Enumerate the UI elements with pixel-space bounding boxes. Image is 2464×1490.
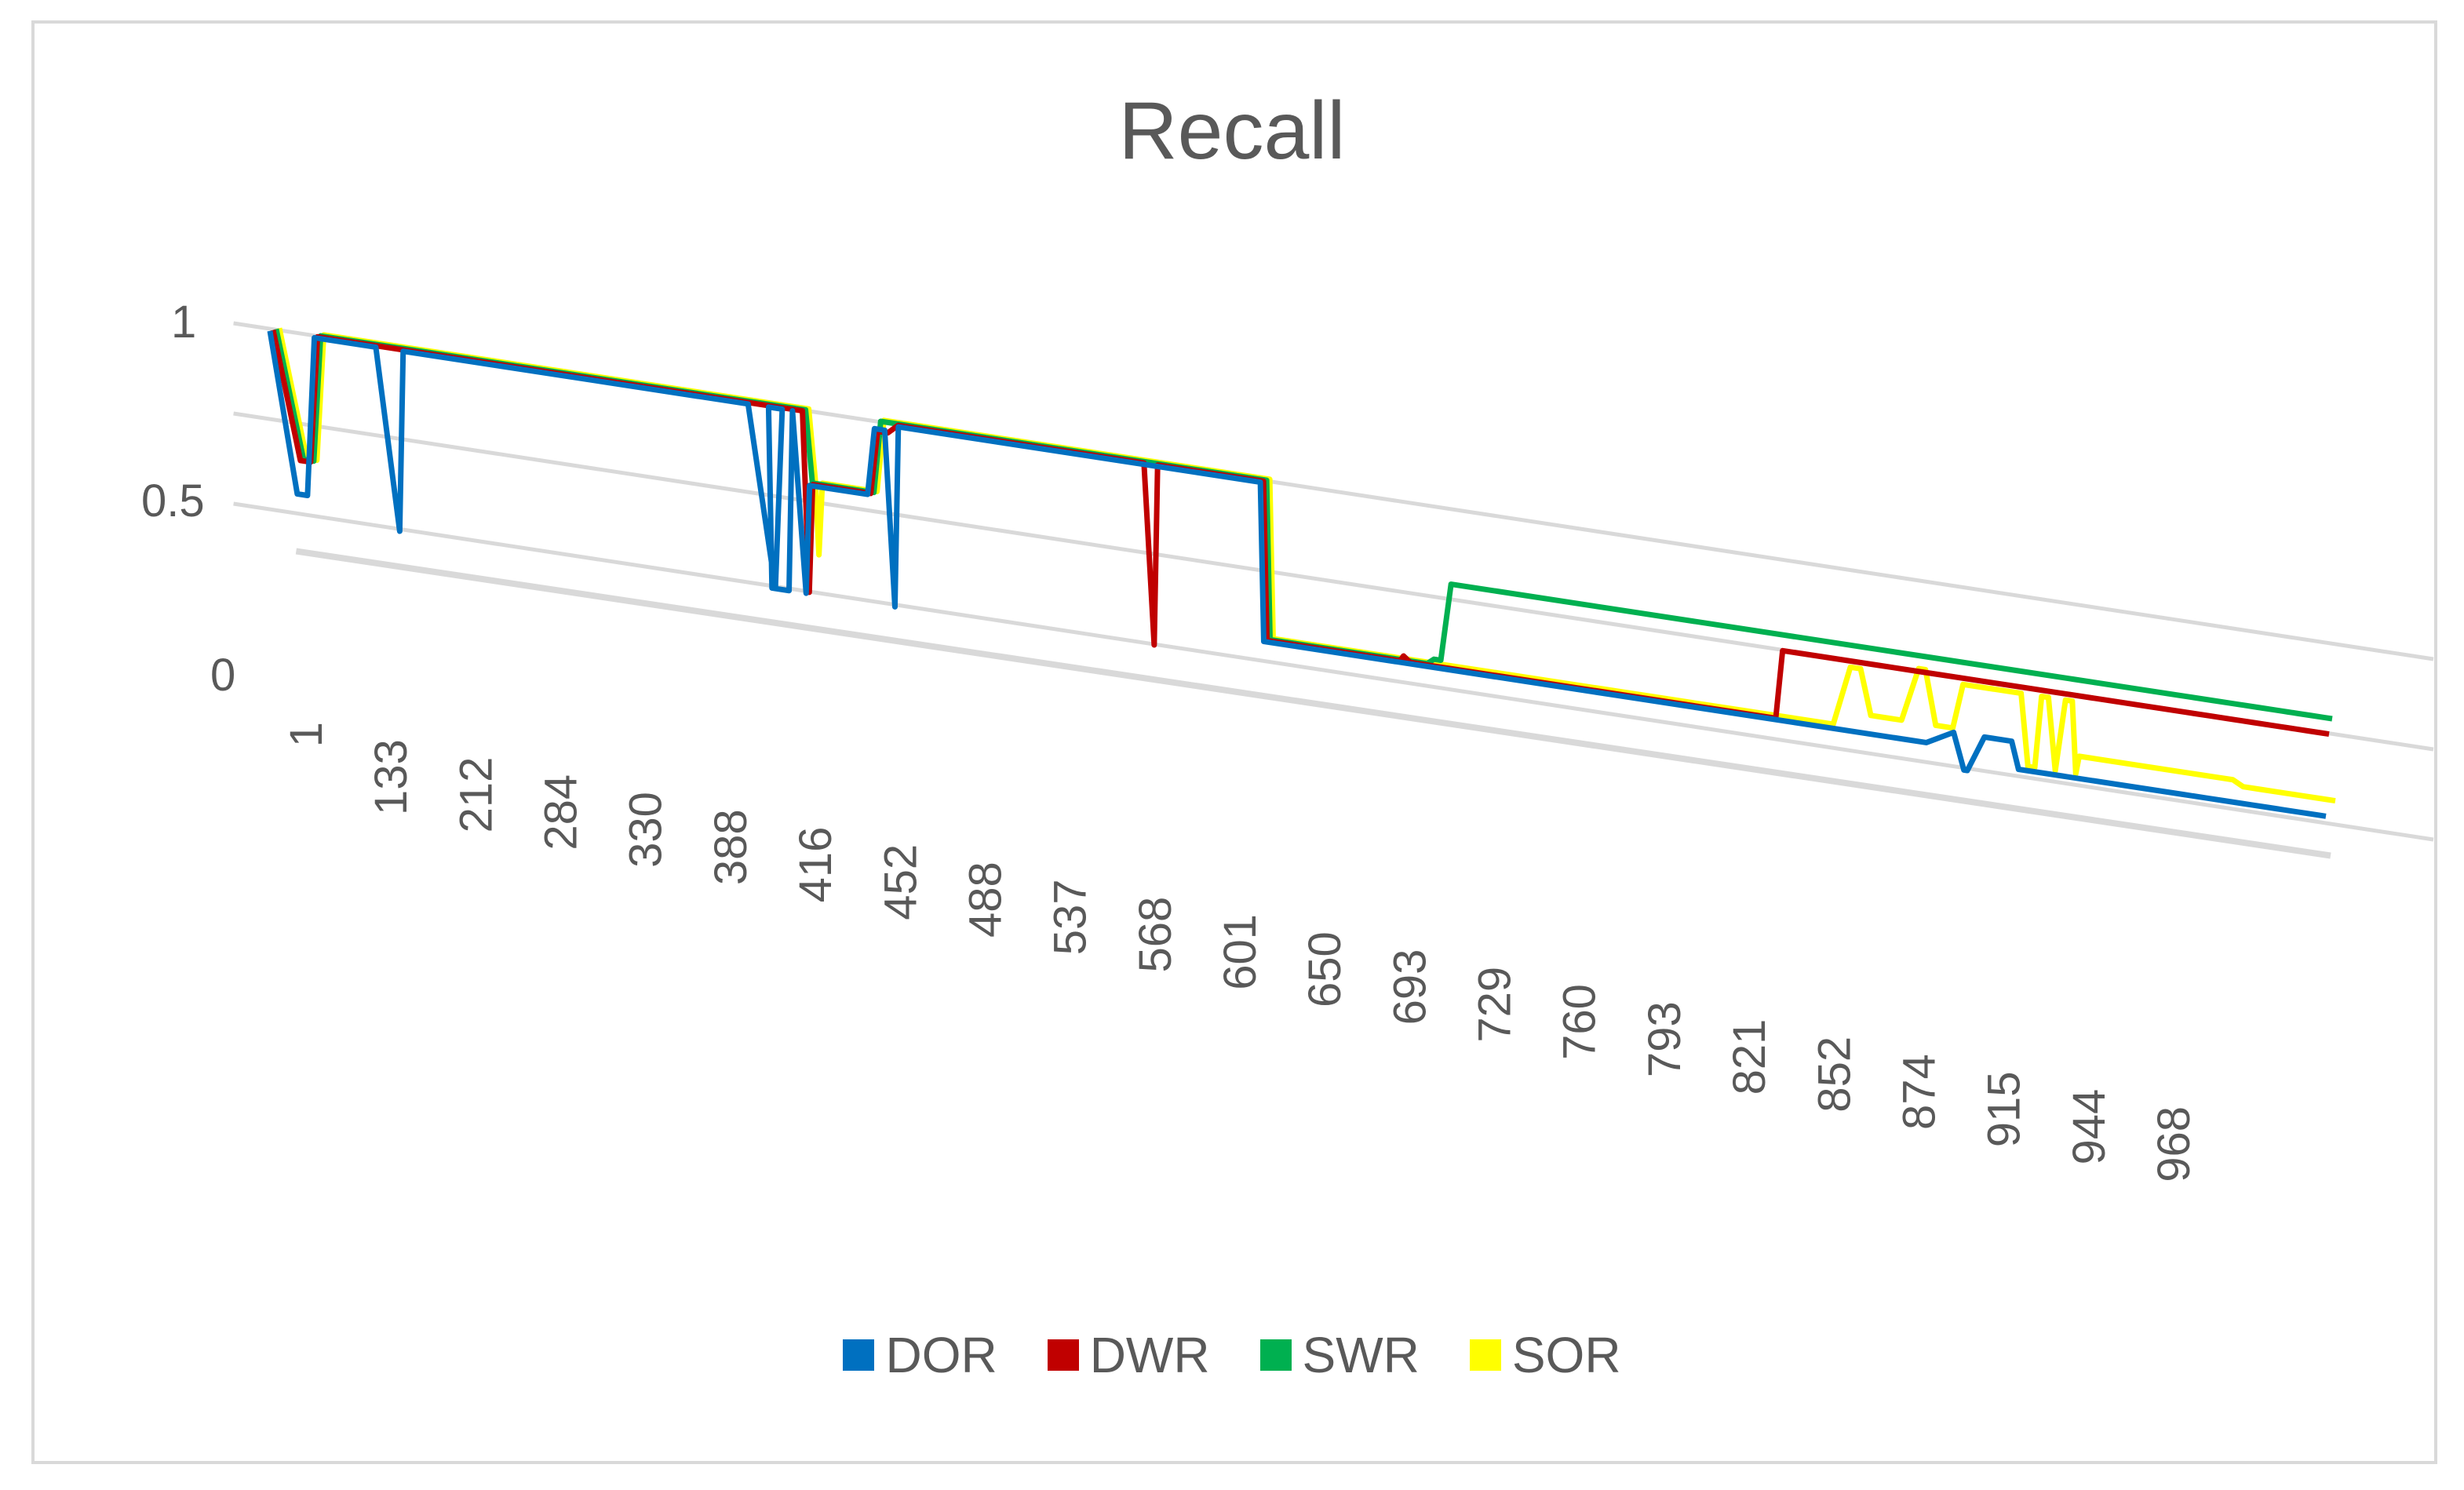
x-tick-label-18: 852 — [1809, 1036, 1860, 1113]
x-tick-label-10: 568 — [1130, 897, 1181, 973]
x-tick-label-5: 388 — [705, 809, 756, 885]
legend-swatch-swr — [1259, 1339, 1292, 1371]
x-tick-label-15: 760 — [1555, 984, 1606, 1060]
x-tick-label-16: 793 — [1639, 1001, 1690, 1077]
x-tick-label-1: 133 — [366, 739, 417, 815]
x-tick-label-7: 452 — [875, 844, 926, 920]
x-tick-label-0: 1 — [281, 722, 332, 747]
x-tick-label-6: 416 — [790, 827, 841, 903]
x-tick-label-2: 212 — [450, 757, 501, 833]
x-tick-label-14: 729 — [1470, 967, 1521, 1043]
legend-item-swr: SWR — [1259, 1326, 1420, 1384]
x-tick-label-11: 601 — [1215, 914, 1266, 990]
x-tick-label-17: 821 — [1724, 1019, 1775, 1095]
x-tick-label-9: 537 — [1045, 879, 1096, 955]
x-tick-label-4: 330 — [621, 792, 672, 868]
x-tick-label-21: 944 — [2064, 1089, 2115, 1165]
legend-item-sor: SOR — [1469, 1326, 1621, 1384]
series-line-swr — [273, 328, 2333, 722]
y-tick-label-2: 0 — [210, 650, 235, 701]
y-tick-label-1: 0.5 — [141, 475, 205, 526]
chart-title: Recall — [1118, 86, 1346, 177]
legend-item-dor: DOR — [843, 1326, 997, 1384]
legend-label-dor: DOR — [885, 1327, 997, 1383]
x-tick-label-22: 968 — [2149, 1106, 2200, 1182]
series-line-dor — [267, 330, 2327, 819]
legend-item-dwr: DWR — [1047, 1326, 1210, 1384]
x-tick-label-20: 915 — [1979, 1071, 2030, 1147]
x-tick-label-12: 650 — [1299, 931, 1350, 1007]
floor-line — [295, 548, 2331, 859]
y-tick-label-0: 1 — [171, 297, 196, 348]
legend-swatch-dor — [843, 1339, 875, 1371]
x-tick-label-8: 488 — [960, 862, 1011, 938]
legend: DOR DWR SWR SOR — [0, 1326, 2464, 1384]
legend-label-dwr: DWR — [1089, 1327, 1210, 1383]
series-line-sor — [276, 327, 2336, 804]
x-tick-label-3: 284 — [536, 774, 587, 851]
x-tick-label-13: 693 — [1384, 949, 1435, 1026]
gridline-2 — [233, 501, 2434, 842]
legend-label-swr: SWR — [1302, 1327, 1420, 1383]
legend-swatch-dwr — [1047, 1339, 1079, 1371]
legend-swatch-sor — [1469, 1339, 1501, 1371]
legend-label-sor: SOR — [1511, 1327, 1621, 1383]
x-tick-label-19: 874 — [1894, 1054, 1945, 1130]
